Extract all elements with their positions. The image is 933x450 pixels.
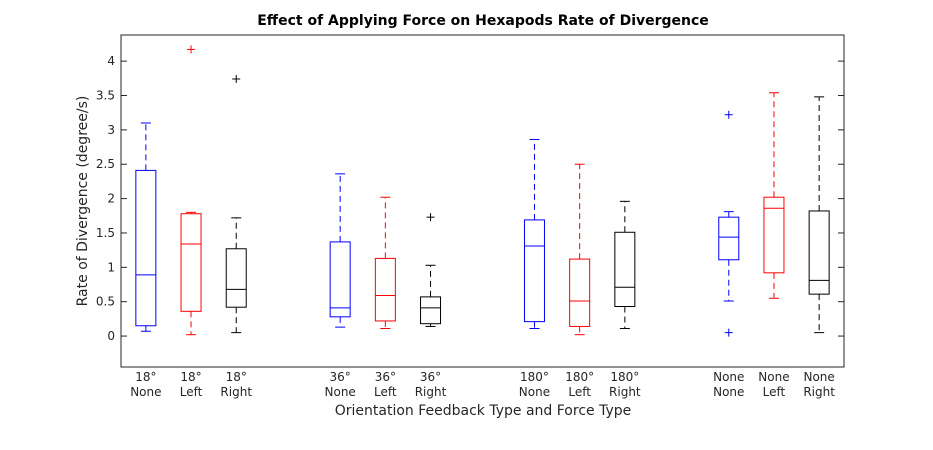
y-tick-label: 1.5 <box>96 226 115 240</box>
x-tick-label-feedback: 180° <box>520 370 549 384</box>
outlier-marker <box>724 110 733 119</box>
x-tick-label-force: None <box>130 385 161 399</box>
x-tick-label-feedback: 180° <box>610 370 639 384</box>
x-tick-label-feedback: 36° <box>330 370 351 384</box>
box-36°-Right <box>420 213 442 327</box>
x-tick-label-force: Right <box>803 385 835 399</box>
x-tick-label-force: Right <box>415 385 447 399</box>
box-36°-None <box>329 173 351 328</box>
y-axis-label: Rate of Divergence (degree/s) <box>75 96 91 307</box>
y-tick-label: 0 <box>107 329 115 343</box>
x-axis: 18°None18°Left18°Right36°None36°Left36°R… <box>130 370 835 399</box>
y-tick-label: 3.5 <box>96 88 115 102</box>
plot-area <box>120 34 845 368</box>
outlier-marker <box>724 328 733 337</box>
x-tick-label-feedback: None <box>758 370 789 384</box>
iqr-box <box>718 216 740 261</box>
box-None-Left <box>763 92 785 299</box>
box-180°-Left <box>569 163 591 336</box>
iqr-box <box>135 169 157 327</box>
x-tick-label-feedback: 18° <box>180 370 201 384</box>
box-18°-None <box>135 122 157 332</box>
chart-title: Effect of Applying Force on Hexapods Rat… <box>257 13 709 29</box>
x-tick-label-force: Left <box>568 385 591 399</box>
y-axis: 0 0.5 1 1.5 2 2.5 3 3.5 4 <box>96 54 844 343</box>
x-tick-label-feedback: None <box>803 370 834 384</box>
outlier-marker <box>232 74 241 83</box>
outlier-marker <box>187 45 196 54</box>
box-180°-None <box>523 138 545 330</box>
box-None-None <box>718 110 740 337</box>
iqr-box <box>763 196 785 274</box>
iqr-box <box>569 258 591 327</box>
iqr-box <box>374 257 396 322</box>
x-axis-label: Orientation Feedback Type and Force Type <box>335 403 632 419</box>
iqr-box <box>614 231 636 308</box>
x-tick-label-feedback: 18° <box>226 370 247 384</box>
x-tick-label-force: None <box>519 385 550 399</box>
iqr-box <box>808 210 830 295</box>
x-tick-label-force: Left <box>180 385 203 399</box>
x-tick-label-force: Left <box>374 385 397 399</box>
x-tick-label-force: None <box>325 385 356 399</box>
box-36°-Left <box>374 196 396 330</box>
x-tick-label-feedback: 180° <box>565 370 594 384</box>
box-None-Right <box>808 96 830 334</box>
outlier-marker <box>426 213 435 222</box>
iqr-box <box>420 296 442 325</box>
y-tick-label: 0.5 <box>96 295 115 309</box>
iqr-box <box>225 248 247 308</box>
box-180°-Right <box>614 200 636 330</box>
y-tick-label: 1 <box>107 260 115 274</box>
x-tick-label-force: Left <box>763 385 786 399</box>
iqr-box <box>180 213 202 312</box>
iqr-box <box>329 241 351 318</box>
x-tick-label-force: None <box>713 385 744 399</box>
x-tick-label-feedback: 36° <box>375 370 396 384</box>
y-tick-label: 2 <box>107 192 115 206</box>
box-18°-Right <box>225 74 247 334</box>
y-tick-label: 2.5 <box>96 157 115 171</box>
boxes-group <box>135 45 830 337</box>
x-tick-label-feedback: 18° <box>135 370 156 384</box>
x-tick-label-feedback: None <box>713 370 744 384</box>
x-tick-label-feedback: 36° <box>420 370 441 384</box>
y-tick-label: 3 <box>107 123 115 137</box>
x-tick-label-force: Right <box>609 385 641 399</box>
y-tick-label: 4 <box>107 54 115 68</box>
iqr-box <box>523 219 545 323</box>
box-18°-Left <box>180 45 202 336</box>
x-tick-label-force: Right <box>220 385 252 399</box>
